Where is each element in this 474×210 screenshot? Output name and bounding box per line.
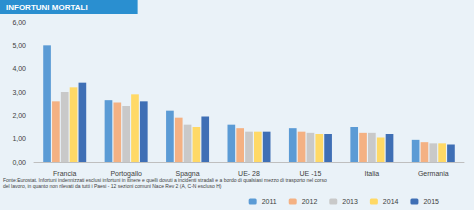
svg-text:6,00: 6,00 — [12, 19, 26, 26]
svg-text:2014: 2014 — [383, 198, 399, 205]
svg-text:2011: 2011 — [262, 198, 277, 205]
svg-text:2012: 2012 — [302, 198, 318, 205]
svg-text:Spagna: Spagna — [175, 170, 200, 177]
svg-text:4,00: 4,00 — [12, 65, 26, 72]
svg-text:Fonte:Eurostat. Infortuni inde: Fonte:Eurostat. Infortuni indennizzati e… — [3, 177, 329, 183]
svg-text:2,00: 2,00 — [12, 112, 26, 119]
svg-text:0,00: 0,00 — [12, 159, 26, 166]
svg-text:UE- 28: UE- 28 — [238, 170, 260, 177]
svg-text:2013: 2013 — [342, 198, 358, 205]
svg-text:Italia: Italia — [364, 170, 379, 177]
svg-text:2015: 2015 — [423, 198, 439, 205]
svg-text:1,00: 1,00 — [12, 135, 26, 142]
svg-text:5,00: 5,00 — [12, 42, 26, 49]
svg-text:Portogallo: Portogallo — [110, 170, 142, 177]
svg-text:del lavoro, in quanto non rile: del lavoro, in quanto non rilevati da tu… — [3, 183, 222, 189]
svg-text:3,00: 3,00 — [12, 89, 26, 96]
svg-text:Germania: Germania — [418, 170, 449, 177]
svg-text:Francia: Francia — [53, 170, 76, 177]
svg-text:INFORTUNI MORTALI: INFORTUNI MORTALI — [6, 3, 88, 12]
svg-text:UE -15: UE -15 — [300, 170, 322, 177]
